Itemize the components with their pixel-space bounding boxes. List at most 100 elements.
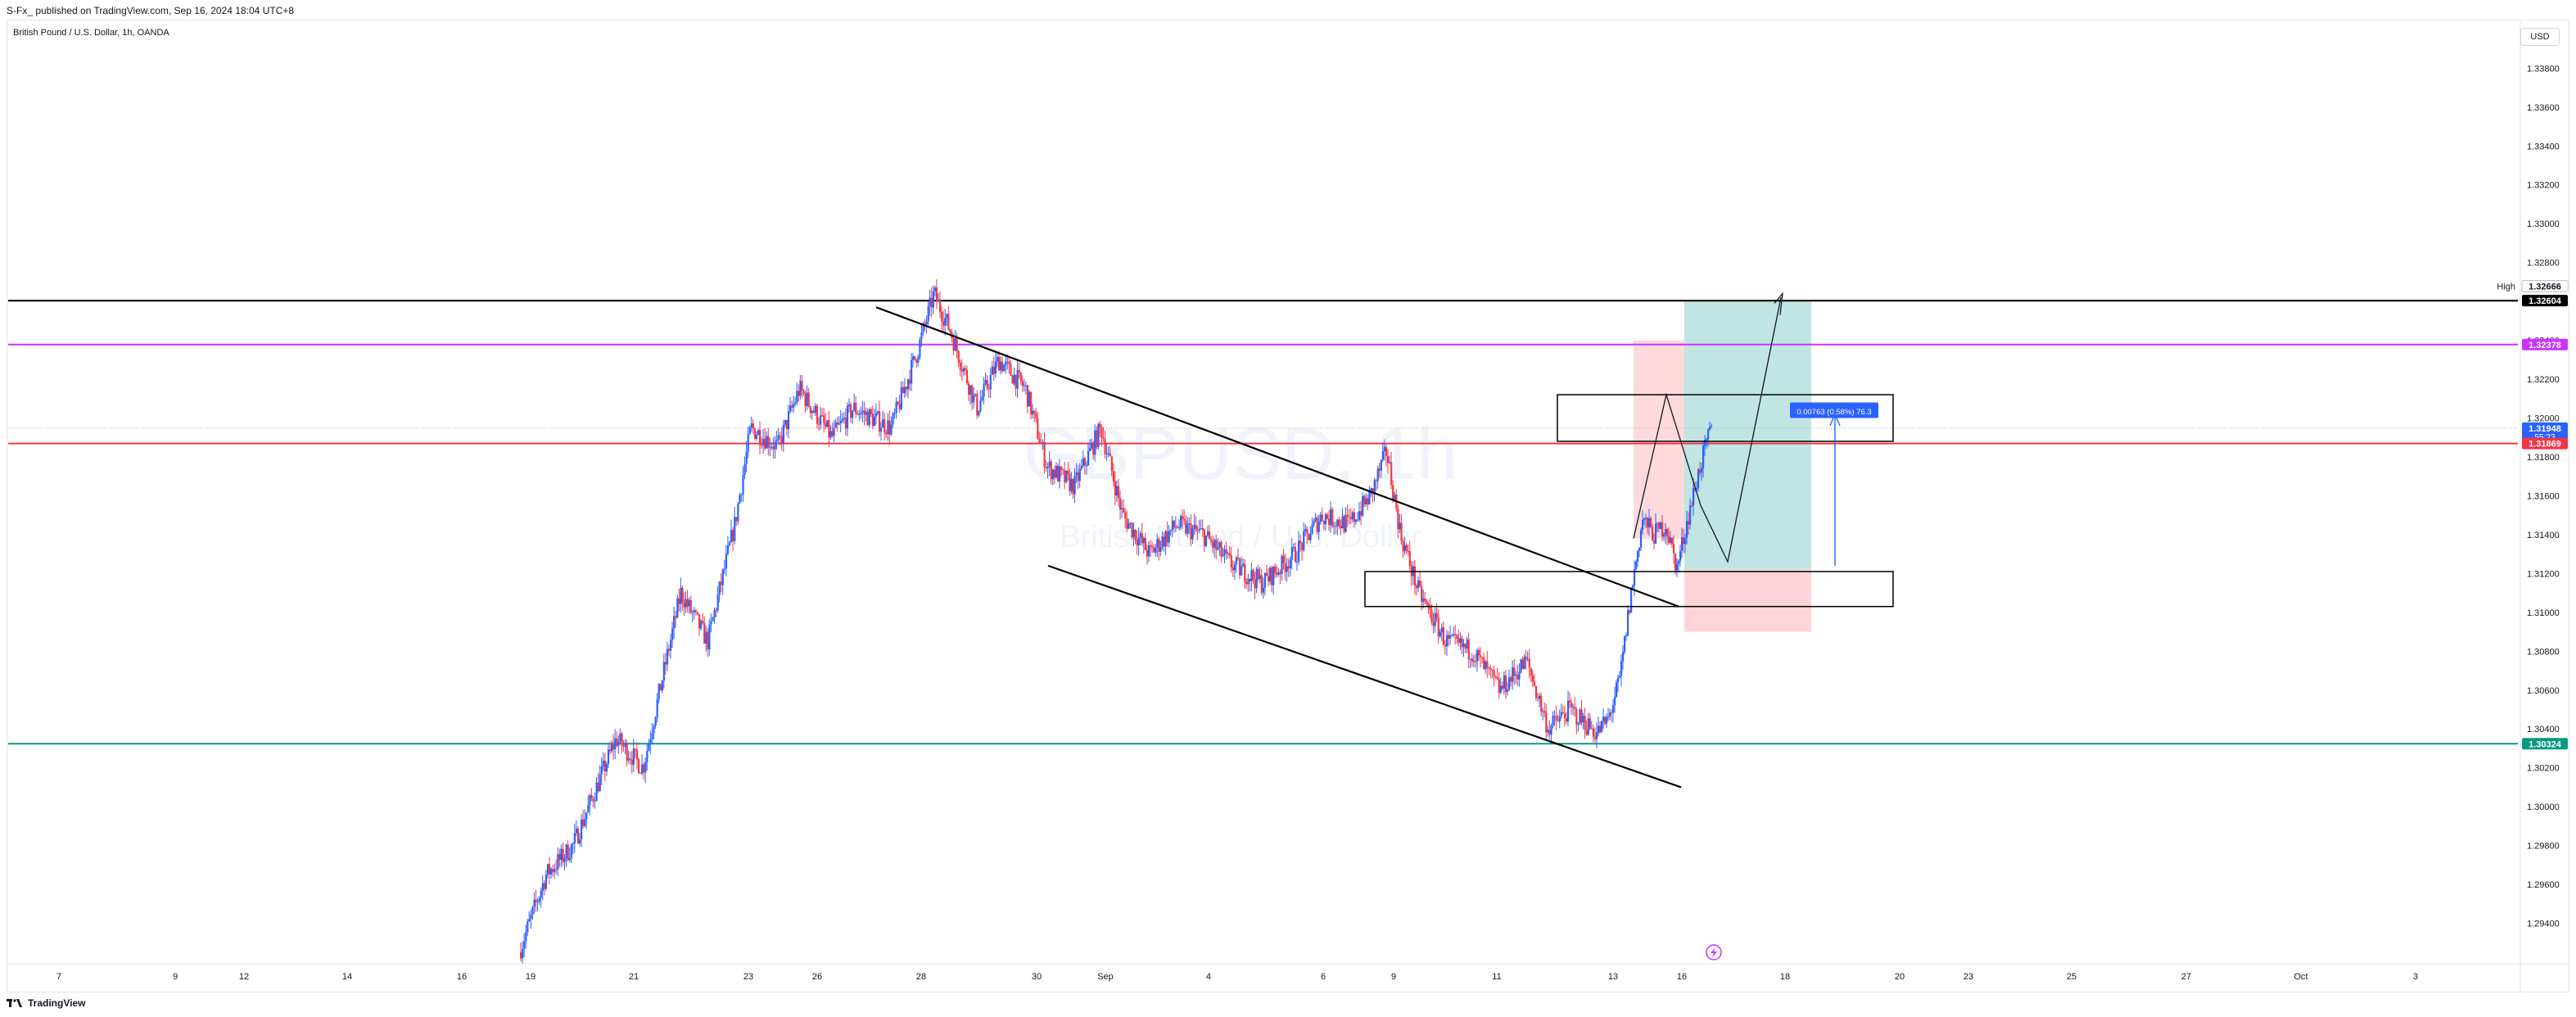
candle-body (794, 402, 797, 404)
candle-body (1403, 545, 1406, 552)
candle-body (602, 760, 604, 766)
candle-body (1584, 716, 1586, 730)
candle-body (745, 451, 748, 464)
candle-body (589, 795, 591, 806)
candle-body (1303, 531, 1305, 550)
candle-body (833, 427, 835, 436)
candle-body (721, 569, 724, 585)
candle-body (1072, 478, 1074, 495)
candle-body (1540, 695, 1543, 712)
candle-body (1415, 585, 1418, 589)
candle-body (764, 438, 766, 449)
candle-body (1542, 711, 1544, 712)
candle-body (1239, 558, 1241, 576)
candle-body (1289, 559, 1291, 569)
candle-body (1506, 689, 1509, 693)
candle-body (758, 430, 762, 445)
drawings[interactable]: 0.00763 (0.58%) 76.3 (875, 292, 1894, 960)
candle-body (1599, 725, 1602, 732)
candle-body (1444, 644, 1447, 647)
candle-body (1069, 473, 1071, 491)
candle-body (526, 921, 529, 933)
high-label-value: 1.32666 (2529, 282, 2561, 292)
candle-body (634, 748, 637, 750)
price-tick-label: 1.33000 (2527, 219, 2560, 229)
candle-body (737, 503, 739, 522)
candle-body (908, 379, 911, 384)
candle-body (785, 420, 789, 430)
time-tick-label: 19 (526, 972, 536, 982)
candle-body (1402, 540, 1404, 552)
candle-body (694, 610, 698, 612)
candle-body (959, 362, 961, 370)
candle-body (548, 864, 551, 875)
candle-body (974, 394, 977, 396)
price-axis[interactable]: 1.33800 1.33600 1.33400 1.33200 1.33000 1.328… (2520, 20, 2560, 992)
candle-body (525, 932, 527, 942)
candle-body (1328, 518, 1331, 526)
take-profit-zone (1684, 301, 1811, 570)
time-tick-label: 16 (1677, 972, 1687, 982)
time-axis[interactable]: 7 9 12 14 16 19 21 23 26 28 30 Sep 4 6 9 11 13 16 18 20 23 25… (7, 963, 2569, 982)
candle-body (838, 423, 840, 425)
price-tick-label: 1.33200 (2527, 181, 2560, 191)
candle-body (1561, 712, 1565, 714)
candle-body (1696, 487, 1698, 490)
black-level-bg (2522, 295, 2568, 307)
candle-body (658, 684, 660, 699)
candle-body (1210, 539, 1213, 542)
candle-body (1228, 553, 1231, 556)
candle-body (535, 899, 537, 902)
chart-frame[interactable] (7, 20, 2569, 992)
candle-body (1040, 443, 1042, 445)
candle-body (1287, 566, 1290, 569)
candle-body (585, 812, 588, 820)
candle-body (900, 386, 902, 409)
price-tick-label: 1.33400 (2527, 142, 2560, 151)
candle-body (1188, 523, 1191, 525)
candle-body (799, 381, 802, 396)
candle-body (753, 428, 757, 439)
candle-body (1016, 370, 1019, 389)
candle-body (1515, 675, 1517, 676)
candle-body (1249, 578, 1251, 581)
candle-body (789, 405, 792, 412)
time-tick-label: 14 (342, 972, 352, 982)
candle-body (1625, 635, 1628, 637)
candle-body (956, 338, 958, 351)
candle-body (1193, 524, 1195, 529)
candle-body (1638, 547, 1641, 551)
lightning-icon (1706, 944, 1722, 960)
candle-body (836, 422, 838, 425)
candle-body (865, 411, 867, 415)
candle-body (1530, 667, 1532, 676)
candle-body (688, 599, 690, 607)
candle-body (1582, 716, 1584, 723)
candle-body (1354, 519, 1358, 522)
candle-body (873, 416, 876, 427)
candle-body (1478, 649, 1480, 656)
symbol-description: British Pound / U.S. Dollar, 1h, OANDA (13, 28, 169, 38)
candle-body (987, 387, 990, 390)
candle-body (1222, 554, 1224, 557)
top-bar: S-Fx_ published on TradingView.com, Sep … (0, 0, 2576, 20)
candle-body (1078, 468, 1081, 481)
candle-body (791, 405, 793, 408)
currency-button[interactable]: USD (2520, 28, 2560, 46)
candle-body (639, 772, 642, 774)
candle-body (1077, 472, 1079, 481)
candle-body (1485, 661, 1487, 670)
candle-body (1247, 578, 1250, 585)
candle-body (1204, 535, 1208, 546)
candle-body (708, 624, 711, 650)
candle-body (752, 423, 754, 429)
candle-body (1560, 712, 1562, 716)
candle-body (740, 494, 743, 495)
candle-body (1462, 644, 1465, 648)
candle-body (1707, 429, 1710, 440)
candle-body (1508, 677, 1511, 690)
candle-body (922, 323, 924, 333)
candle-body (1201, 528, 1204, 531)
